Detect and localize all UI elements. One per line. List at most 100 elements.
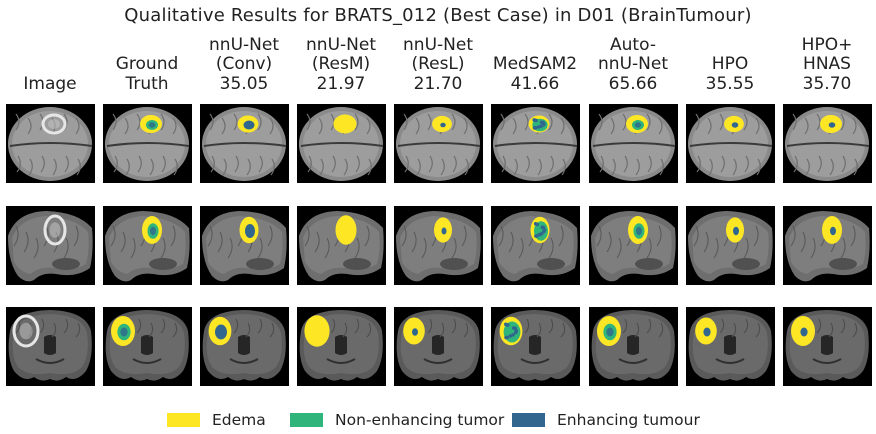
tile-row1-nnunet-resl <box>394 104 483 183</box>
core-mask <box>440 122 446 128</box>
lesion-core <box>19 322 33 340</box>
enhancing-mask <box>148 122 156 128</box>
column-header-line: Auto- <box>610 34 656 55</box>
tile-row1-image <box>6 104 95 183</box>
column-header-score: 41.66 <box>510 73 560 94</box>
brain-slice <box>591 107 676 181</box>
brain-slice <box>396 107 481 181</box>
tile-row2-nnunet-resl <box>394 206 483 285</box>
lesion-core <box>49 222 61 238</box>
tile-row3-medsam2 <box>491 307 580 386</box>
column-header-nnunet-conv: nnU-Net (Conv) 35.05 <box>194 34 294 94</box>
lesion-ring <box>43 214 67 246</box>
core-mask <box>830 226 836 236</box>
tile-row2-nnunet-resm <box>297 206 386 285</box>
column-header-ground-truth: Ground Truth <box>97 34 197 94</box>
legend-item-edema: Edema <box>167 409 266 431</box>
enhancing-speck <box>508 334 513 338</box>
enhancing-speck <box>534 234 538 238</box>
column-header-score: 35.70 <box>802 73 852 94</box>
brain-slice <box>8 211 93 282</box>
column-header-line: HNAS <box>803 54 851 74</box>
legend-label: Non-enhancing tumor <box>335 411 505 429</box>
legend-swatch-enhancing <box>512 413 545 427</box>
enhancing-speck <box>540 225 545 230</box>
brain-slice <box>785 211 870 282</box>
legend-swatch-edema <box>167 413 200 427</box>
enhancing-speck <box>534 118 538 123</box>
core-mask <box>703 327 711 337</box>
enhancing-speck <box>532 126 537 130</box>
core-mask <box>828 122 836 128</box>
tile-row3-ground-truth <box>103 307 192 386</box>
tile-row2-ground-truth <box>103 206 192 285</box>
core-mask <box>731 122 739 128</box>
column-header-image: Image <box>0 34 100 94</box>
enhancing-mask <box>636 226 642 236</box>
enhancing-mask <box>150 226 156 236</box>
tile-row1-auto-nnunet <box>589 104 678 183</box>
enhancing-mask <box>120 327 128 337</box>
brain-slice <box>396 211 481 282</box>
column-header-score: 35.05 <box>219 73 269 94</box>
core-mask <box>800 327 808 337</box>
enhancing-mask <box>606 327 614 337</box>
column-header-line: Image <box>23 73 77 94</box>
legend: Edema Non-enhancing tumor Enhancing tumo… <box>0 409 876 431</box>
column-header-score: 65.66 <box>608 73 658 94</box>
column-header-line: nnU-Net <box>403 34 473 55</box>
enhancing-speck <box>504 335 508 340</box>
column-header-line: (Conv) <box>215 54 273 74</box>
enhancing-mask <box>634 122 642 128</box>
column-header-line: Ground <box>115 54 179 74</box>
tile-row3-image <box>6 307 95 386</box>
enhancing-speck <box>542 229 546 234</box>
tile-row1-nnunet-conv <box>200 104 289 183</box>
column-header-nnunet-resm: nnU-Net (ResM) 21.97 <box>291 34 391 94</box>
enhancing-speck <box>511 326 516 330</box>
tile-row2-medsam2 <box>491 206 580 285</box>
edema-mask <box>304 315 330 347</box>
core-mask <box>441 227 447 235</box>
legend-item-non-enhancing: Non-enhancing tumor <box>290 409 504 431</box>
brain-slice <box>202 211 287 282</box>
legend-swatch-non-enhancing <box>290 413 323 427</box>
tile-row1-ground-truth <box>103 104 192 183</box>
legend-label: Enhancing tumour <box>557 411 700 429</box>
column-header-line: Truth <box>125 73 169 94</box>
core-mask <box>245 224 255 238</box>
tile-row2-hpo-hnas <box>783 206 872 285</box>
tile-row2-nnunet-conv <box>200 206 289 285</box>
brain-slice <box>299 107 384 181</box>
column-header-auto-nnunet: Auto- nnU-Net 65.66 <box>583 34 683 94</box>
column-header-line: HPO+ <box>801 34 853 55</box>
tile-row3-nnunet-resl <box>394 307 483 386</box>
core-mask <box>215 324 227 340</box>
brain-slice <box>299 211 384 282</box>
column-header-line: nnU-Net <box>209 34 279 55</box>
lesion-ring <box>12 314 40 348</box>
column-header-line: nnU-Net <box>598 54 668 74</box>
column-header-line: (ResL) <box>411 54 465 74</box>
column-header-line: (ResM) <box>311 54 371 74</box>
enhancing-speck <box>535 222 540 227</box>
brain-slice <box>493 211 578 282</box>
figure-title: Qualitative Results for BRATS_012 (Best … <box>124 5 752 26</box>
tile-row1-hpo <box>686 104 775 183</box>
tile-row2-hpo <box>686 206 775 285</box>
enhancing-speck <box>539 231 544 236</box>
brain-slice <box>493 107 578 181</box>
column-header-score: 21.97 <box>316 73 366 94</box>
brain-slice <box>688 107 773 181</box>
tile-row3-hpo-hnas <box>783 307 872 386</box>
enhancing-speck <box>511 333 515 337</box>
brain-slice <box>105 211 190 282</box>
column-header-line: MedSAM2 <box>492 54 578 74</box>
brain-slice <box>785 107 870 181</box>
lesion-ring <box>41 113 67 135</box>
column-header-line: nnU-Net <box>306 34 376 55</box>
brain-slice <box>105 107 190 181</box>
enhancing-speck <box>505 323 510 327</box>
tile-row2-auto-nnunet <box>589 206 678 285</box>
column-header-score: 21.70 <box>413 73 463 94</box>
